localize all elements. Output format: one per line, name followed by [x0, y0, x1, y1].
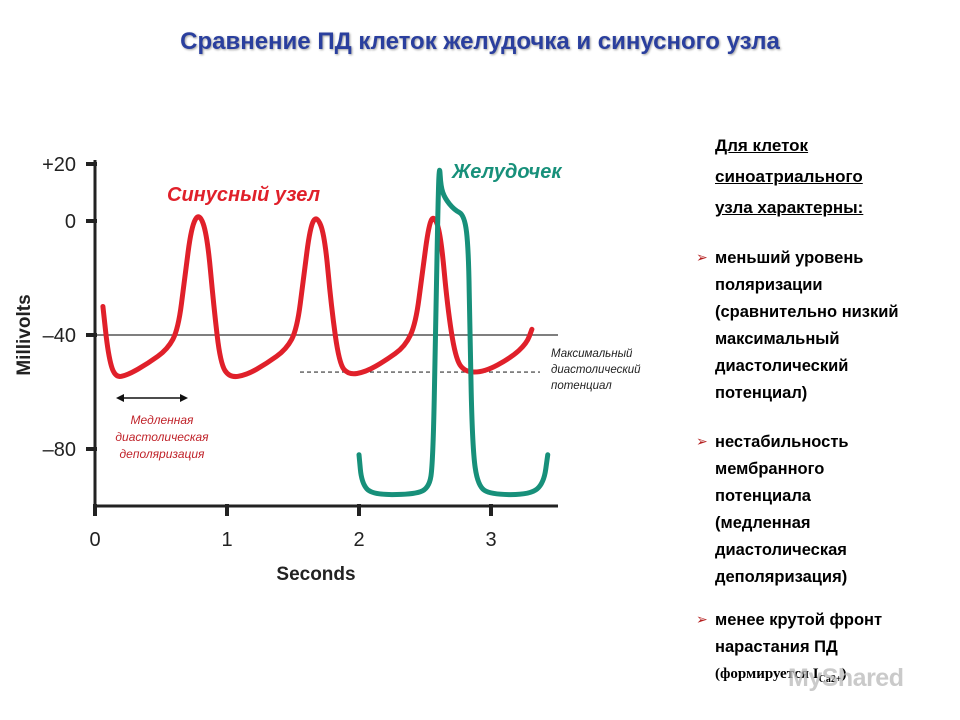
- annotation-line: Максимальный: [551, 348, 633, 360]
- y-axis-label: Millivolts: [14, 294, 35, 375]
- series-line-sinus: [100, 214, 535, 380]
- x-axis-label: Seconds: [276, 564, 355, 585]
- info-panel: Для клеток синоатриального узла характер…: [696, 130, 946, 693]
- bullet-line: менее крутой фронт: [715, 611, 883, 629]
- series-label-ventricle: Желудочек: [451, 161, 562, 183]
- y-tick-label: –40: [43, 325, 76, 347]
- annotation-line: деполяризация: [120, 447, 205, 461]
- arrow-bullet-icon: ➢: [696, 249, 708, 265]
- y-tick-label: 0: [65, 211, 76, 233]
- watermark: MyShared: [788, 664, 904, 692]
- bullet-line: деполяризация): [715, 568, 848, 586]
- y-tick-label: +20: [42, 154, 76, 176]
- bullet-line: диастолический: [715, 357, 849, 375]
- annotation-line: Медленная: [131, 413, 194, 427]
- panel-heading-line: узла характерны:: [715, 198, 864, 217]
- panel-heading: Для клеток синоатриального узла характер…: [715, 130, 946, 223]
- annotation-line: диастолическая: [115, 430, 209, 444]
- axis-ticks: +20 0 –40 –80 0 1 2 3: [42, 154, 497, 551]
- x-tick-label: 0: [89, 529, 100, 551]
- formula-prefix: (формируется I: [715, 666, 819, 682]
- bullet-line: мембранного: [715, 460, 825, 478]
- arrow-bullet-icon: ➢: [696, 433, 708, 449]
- series-label-sinus: Синусный узел: [167, 184, 321, 206]
- max-diastolic-label: Максимальный диастолический потенциал: [551, 348, 641, 392]
- y-tick-label: –80: [43, 439, 76, 461]
- bullet-line: нестабильность: [715, 433, 849, 451]
- series-lines: [100, 167, 551, 498]
- bullet-line: потенциал): [715, 384, 808, 402]
- action-potential-chart: +20 0 –40 –80 0 1 2 3 Millivolts Seconds Синусн…: [14, 154, 641, 585]
- slow-depolarization-label: Медленная диастолическая деполяризация: [115, 413, 209, 461]
- panel-heading-line: синоатриального: [715, 167, 863, 186]
- bullet-polarization: ➢ меньший уровень поляризации (сравнител…: [696, 245, 946, 407]
- x-tick-label: 2: [353, 529, 364, 551]
- slide-title: Сравнение ПД клеток желудочка и синусног…: [180, 28, 780, 55]
- annotation-line: диастолический: [551, 364, 641, 376]
- series-line-ventricle: [356, 167, 551, 498]
- formula-suffix: ): [841, 666, 847, 682]
- bullet-front: ➢ менее крутой фронт нарастания ПД (форм…: [696, 607, 946, 693]
- bullet-line: (медленная: [715, 514, 811, 532]
- bullet-line: максимальный: [715, 330, 840, 348]
- arrow-bullet-icon: ➢: [696, 611, 708, 627]
- current-formula: (формируется ICa2+): [715, 661, 946, 693]
- slow-depolarization-marker: [116, 394, 188, 402]
- x-tick-label: 1: [221, 529, 232, 551]
- bullet-instability: ➢ нестабильность мембранного потенциала …: [696, 429, 946, 591]
- bullet-line: нарастания ПД: [715, 638, 838, 656]
- panel-heading-line: Для клеток: [715, 136, 809, 155]
- bullet-line: (сравнительно низкий: [715, 303, 899, 321]
- formula-subscript: Ca2+: [818, 674, 842, 685]
- bullet-line: поляризации: [715, 276, 823, 294]
- x-tick-label: 3: [485, 529, 496, 551]
- annotation-line: потенциал: [551, 380, 612, 392]
- bullet-line: диастолическая: [715, 541, 847, 559]
- bullet-line: потенциала: [715, 487, 811, 505]
- bullet-line: меньший уровень: [715, 249, 864, 267]
